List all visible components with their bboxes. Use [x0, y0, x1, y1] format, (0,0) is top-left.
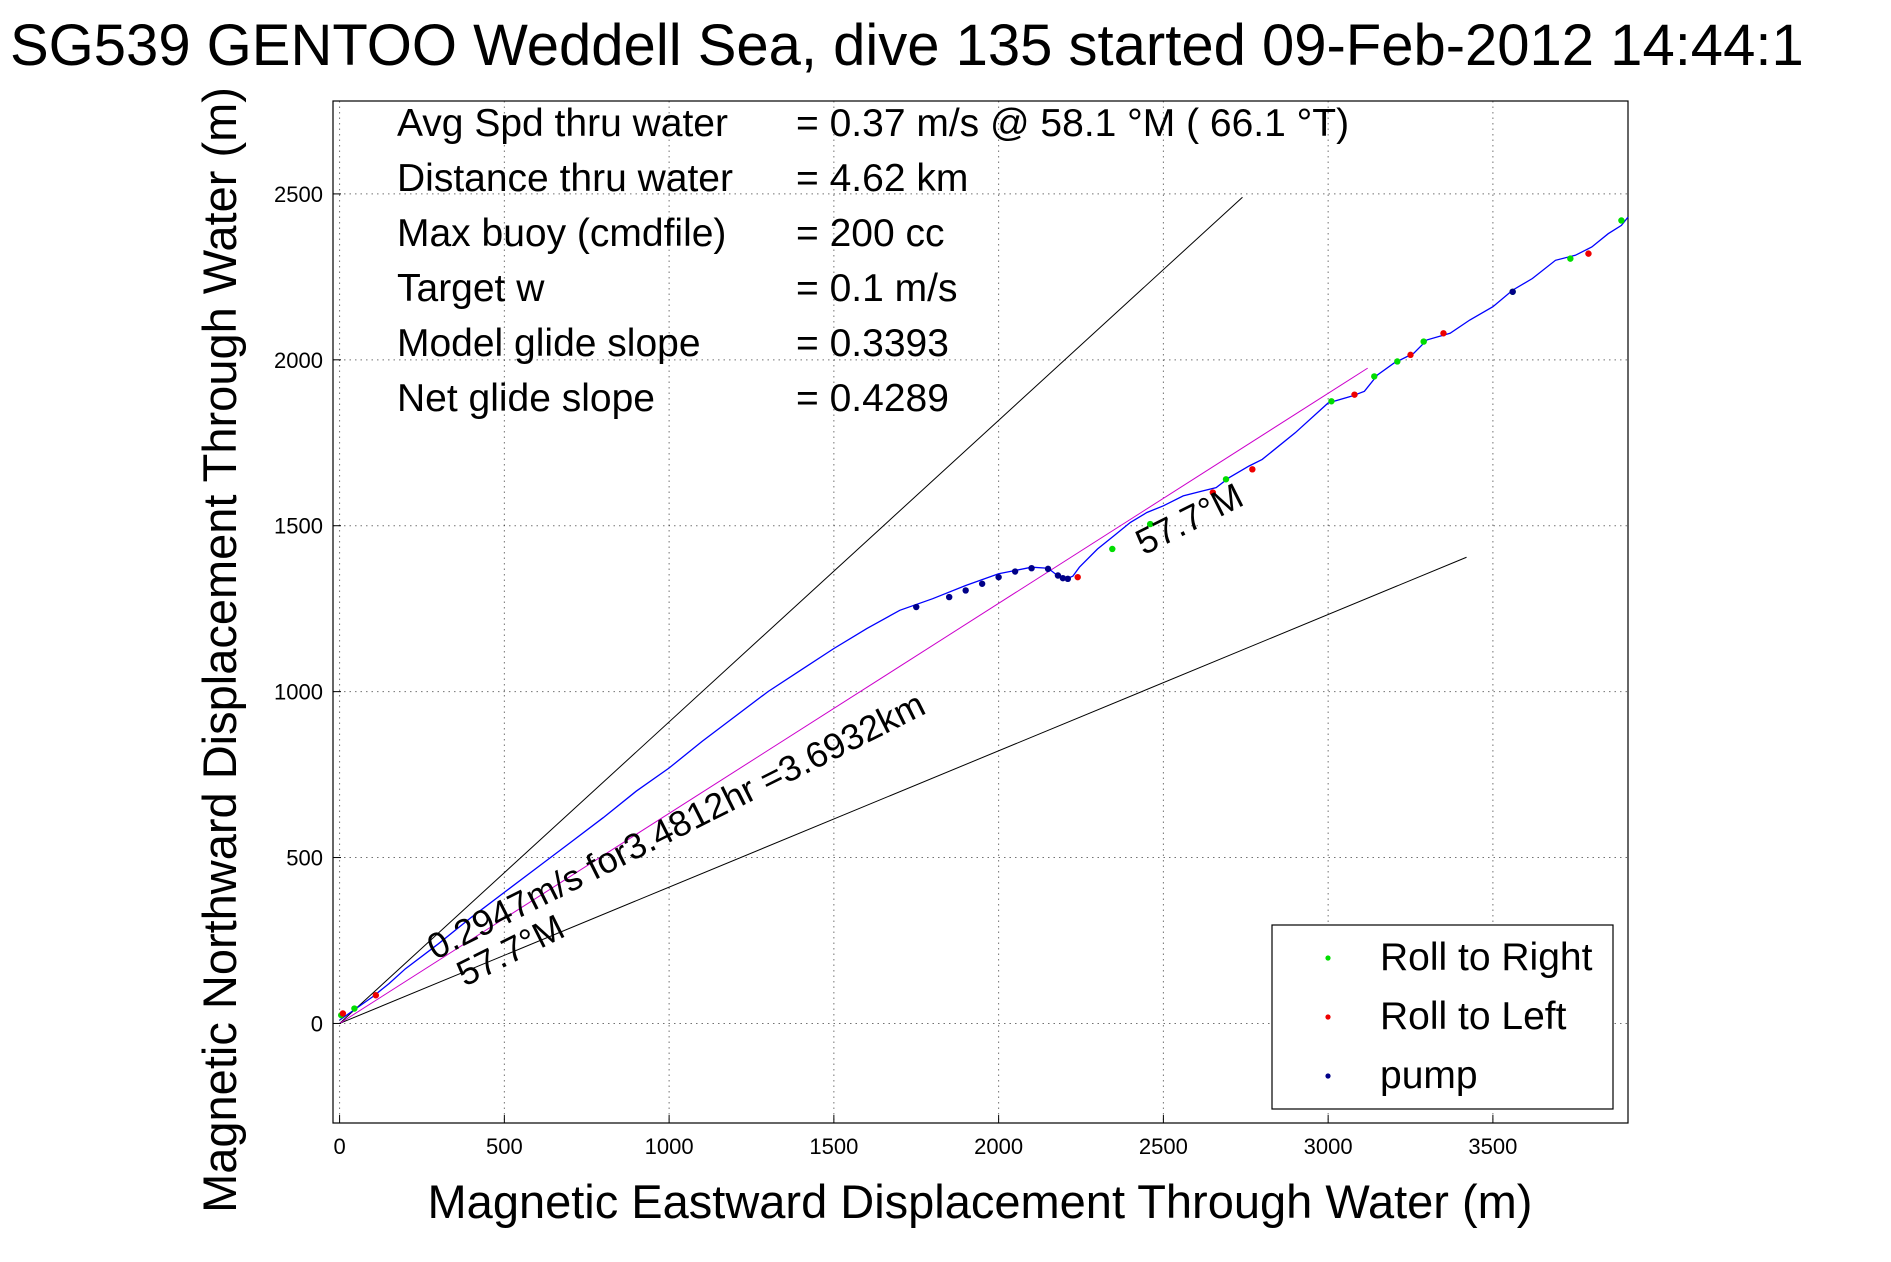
reference-lines [339, 196, 1467, 1024]
roll-to-left-point [1407, 351, 1414, 359]
x-tick-label: 2000 [974, 1134, 1023, 1159]
lower-envelope-line [339, 556, 1467, 1024]
pump-point [978, 580, 986, 587]
x-axis-label: Magnetic Eastward Displacement Through W… [428, 1175, 1533, 1228]
roll-to-right-point [1328, 398, 1335, 405]
x-tick-label: 1500 [809, 1134, 858, 1159]
y-axis-label: Magnetic Northward Displacement Through … [193, 87, 246, 1213]
plot-area: 0 500 1000 1500 2000 2500 3000 3500 0 500 1000 1500… [274, 100, 1629, 1159]
info-label: Model glide slope [397, 322, 701, 365]
info-value: = 4.62 km [796, 157, 968, 200]
roll-to-left-point [1440, 330, 1447, 337]
pump-point [945, 593, 953, 601]
x-tick-label: 3000 [1304, 1134, 1353, 1159]
info-value: = 200 cc [796, 212, 945, 255]
roll-to-right-point [1618, 217, 1625, 224]
pump-point [1059, 574, 1067, 582]
y-tick-label: 1500 [274, 514, 323, 539]
y-tick-label: 1000 [274, 680, 323, 705]
roll-to-right-point [1147, 520, 1154, 528]
legend-marker [1325, 955, 1331, 961]
roll-to-right-point [1222, 476, 1230, 483]
pump-point [1011, 568, 1019, 575]
net-course-line [339, 367, 1368, 1024]
info-block: Avg Spd thru water = 0.37 m/s @ 58.1 °M (… [397, 102, 1349, 420]
x-tick-label: 3500 [1468, 1134, 1517, 1159]
y-tick-label: 500 [286, 846, 323, 871]
info-value: = 0.4289 [796, 377, 949, 420]
roll-to-right-point [351, 1005, 358, 1012]
roll-to-left-point [1249, 466, 1256, 473]
legend-label: pump [1380, 1054, 1478, 1097]
legend-label: Roll to Right [1380, 936, 1593, 979]
y-tick-label: 2500 [274, 182, 323, 207]
upper-envelope-line [339, 196, 1243, 1024]
roll-to-right-point [1109, 545, 1116, 553]
info-label: Target w [397, 267, 545, 310]
info-label: Distance thru water [397, 157, 733, 200]
legend-marker [1325, 1073, 1331, 1079]
track-layer [339, 216, 1629, 1021]
x-tick-label: 500 [486, 1134, 523, 1159]
info-label: Max buoy (cmdfile) [397, 212, 726, 255]
roll-to-right-point [1394, 358, 1401, 365]
roll-to-right-point [1567, 255, 1574, 262]
info-label: Avg Spd thru water [397, 102, 728, 145]
pump-point [995, 573, 1002, 581]
pump-point [1509, 288, 1516, 295]
legend: Roll to Right Roll to Left pump [1271, 924, 1614, 1110]
y-tick-label: 2000 [274, 348, 323, 373]
tick-labels: 0 500 1000 1500 2000 2500 3000 3500 0 500 1000 1500… [274, 182, 1517, 1159]
info-value: = 0.3393 [796, 322, 949, 365]
roll-to-left-point [1209, 489, 1217, 496]
info-value: = 0.1 m/s [796, 267, 957, 310]
x-tick-label: 1000 [645, 1134, 694, 1159]
roll-to-right-point [1420, 338, 1427, 345]
legend-marker [1325, 1014, 1331, 1020]
roll-to-left-point [372, 992, 380, 999]
x-tick-label: 2500 [1139, 1134, 1188, 1159]
pump-point [1044, 565, 1052, 573]
roll-to-left-point [1351, 391, 1358, 398]
pump-point [913, 603, 920, 611]
pump-point [1054, 572, 1062, 579]
pump-point [962, 587, 969, 594]
info-label: Net glide slope [397, 377, 655, 420]
roll-to-right-point [1371, 373, 1378, 380]
glider-track-line [339, 216, 1629, 1021]
roll-to-left-point [1074, 573, 1081, 581]
info-value: = 0.37 m/s @ 58.1 °M ( 66.1 °T) [796, 102, 1349, 145]
x-tick-label: 0 [333, 1134, 345, 1159]
roll-to-left-point [339, 1010, 347, 1017]
roll-to-left-point [1585, 250, 1592, 257]
pump-point [1028, 565, 1035, 572]
pump-point [1064, 575, 1072, 583]
y-tick-label: 0 [311, 1011, 323, 1036]
marker-layer [338, 217, 1625, 1019]
chart-title: SG539 GENTOO Weddell Sea, dive 135 start… [10, 13, 1804, 78]
legend-label: Roll to Left [1380, 995, 1567, 1038]
